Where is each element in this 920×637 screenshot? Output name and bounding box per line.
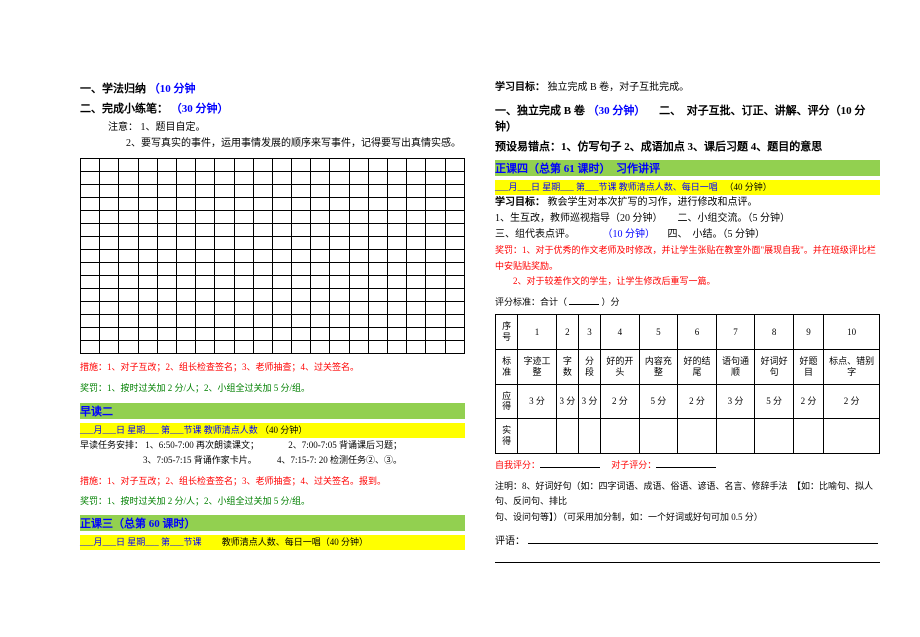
zaodu2-date: ___月___日 星期___ 第___节课 教师清点人数 (80, 425, 258, 435)
zk3-date: ___月___日 星期___ 第___节课 (80, 537, 202, 547)
r1b: （30 分钟） (588, 105, 646, 117)
step1: 1、生互改，教师巡视指导（20 分钟） 二、小组交流。（5 分钟） (495, 211, 880, 227)
zk4-date: ___月___日 星期___ 第___节课 教师清点人数、每日一唱 (495, 182, 718, 192)
goal2-text: 教会学生对本次扩写的习作，进行修改和点评。 (548, 197, 758, 208)
score-label-b: ）分 (602, 297, 620, 307)
zk3-suffix: 教师清点人数、每日一唱（40 分钟） (222, 537, 368, 547)
step3b: （10 分钟） (608, 229, 656, 240)
step3c: 四、 小结。（5 分钟） (658, 229, 766, 240)
step3: 三、组代表点评。 （10 分钟） 四、 小结。（5 分钟） (495, 227, 880, 243)
step3a: 三、组代表点评。 (495, 229, 575, 240)
r1a: 一、独立完成 B 卷 (495, 105, 585, 117)
score-label-a: 评分标准：合计（ (495, 297, 567, 307)
note8b: 句、设问句等】）（可采用加分制，如：一个好词或好句可加 0.5 分） (495, 510, 880, 525)
note8a: 注明：8、好词好句（如：四字词语、成语、俗语、谚语、名言、修辞手法 【如：比喻句… (495, 479, 880, 510)
tip1: 1、题目自定。 (141, 122, 206, 133)
right-h1: 一、独立完成 B 卷 （30 分钟） 二、 对子互批、订正、讲解、评分（10 分… (495, 102, 880, 134)
tips: 注意： 1、题目自定。 2、要写真实的事件，运用事情发展的顺序来写事件，记得要写… (80, 120, 465, 152)
heading-2: 二、完成小练笔： （30 分钟） (80, 100, 465, 116)
task3: 3、7:05-7:15 背诵作家卡片。 (143, 455, 257, 465)
right-reward2: 2、对于较差作文的学生，让学生修改后重写一篇。 (495, 274, 880, 289)
measure-1: 措施：1、对子互改；2、组长检查签名；3、老师抽查；4、过关签名。 (80, 360, 465, 375)
task-label: 早读任务安排： (80, 440, 143, 450)
zaodu2-title: 早读二 (80, 403, 465, 419)
task1: 1、6:50-7:00 再次朗读课文； (145, 440, 259, 450)
h2-text: 二、完成小练笔： (80, 103, 168, 115)
eval-line: 自我评分： 对子评分： (495, 458, 880, 473)
tip2: 2、要写真实的事件，运用事情发展的顺序来写事件，记得要写出真情实感。 (108, 138, 461, 149)
goal-text: 独立完成 B 卷，对子互批完成。 (548, 82, 690, 93)
reward-1: 奖罚：1、按时过关加 2 分/人；2、小组全过关加 5 分/组。 (80, 381, 465, 396)
comment-label: 评语： (495, 536, 525, 547)
comment-line2 (495, 550, 880, 566)
score-blank (569, 304, 599, 305)
score-header: 评分标准：合计（ ）分 (495, 295, 880, 310)
score-table: 序号12345678910标准字迹工整字数分段好的开头内容充整好的结尾语句通顺好… (495, 314, 880, 453)
pair-blank (656, 467, 716, 468)
zk3-line: ___月___日 星期___ 第___节课 教师清点人数、每日一唱（40 分钟） (80, 535, 465, 550)
zaodu2-time: （40 分钟） (260, 425, 307, 435)
preset-errors: 预设易错点：1、仿写句子 2、成语加点 3、课后习题 4、题目的意思 (495, 138, 880, 154)
goal2-label: 学习目标： (495, 197, 545, 208)
tip-label: 注意： (108, 122, 138, 133)
pair-eval: 对子评分： (602, 460, 656, 470)
h1-text: 一、学法归纳 (80, 83, 146, 95)
h2-time: （30 分钟） (171, 103, 229, 115)
right-reward1: 奖罚：1、对于优秀的作文老师及时修改，并让学生张贴在教室外面"展现自我"。并在班… (495, 243, 880, 274)
h1-time: （10 分钟 (149, 83, 196, 95)
zk4-title: 正课四（总第 61 课时） 习作讲评 (495, 160, 880, 176)
goal-line: 学习目标： 独立完成 B 卷，对子互批完成。 (495, 80, 880, 96)
zk4-time: （40 分钟） (729, 182, 772, 192)
tasks: 早读任务安排： 1、6:50-7:00 再次朗读课文； 2、7:00-7:05 … (80, 438, 465, 469)
writing-grid (80, 158, 465, 354)
comment-line: 评语： (495, 531, 880, 550)
task2: 2、7:00-7:05 背诵课后习题； (288, 440, 402, 450)
reward-2: 奖罚：1、按时过关加 2 分/人；2、小组全过关加 5 分/组。 (80, 494, 465, 509)
comment-blank1 (528, 543, 878, 544)
task4: 4、7:15-7: 20 检测任务②、③。 (277, 455, 402, 465)
measure-2: 措施：1、对子互改；2、组长检查签名；3、老师抽查；4、过关签名。报到。 (80, 474, 465, 489)
zaodu2-line: ___月___日 星期___ 第___节课 教师清点人数 （40 分钟） (80, 423, 465, 438)
self-blank (540, 467, 600, 468)
goal2-line: 学习目标： 教会学生对本次扩写的习作，进行修改和点评。 (495, 195, 880, 211)
zk4-line: ___月___日 星期___ 第___节课 教师清点人数、每日一唱 （40 分钟… (495, 180, 880, 195)
right-column: 学习目标： 独立完成 B 卷，对子互批完成。 一、独立完成 B 卷 （30 分钟… (495, 80, 880, 617)
self-eval: 自我评分： (495, 460, 540, 470)
heading-1: 一、学法归纳 （10 分钟 (80, 80, 465, 96)
zk3-title: 正课三（总第 60 课时） (80, 515, 465, 531)
left-column: 一、学法归纳 （10 分钟 二、完成小练笔： （30 分钟） 注意： 1、题目自… (80, 80, 465, 617)
comment-blank2 (495, 562, 880, 563)
goal-label: 学习目标： (495, 82, 545, 93)
